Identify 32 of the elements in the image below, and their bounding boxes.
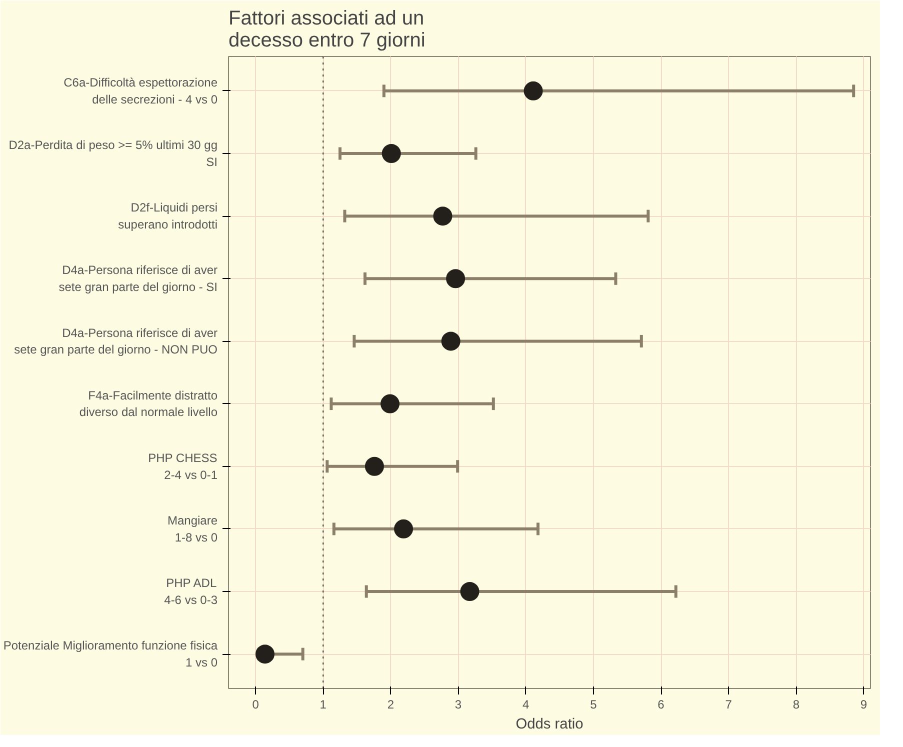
- chart-title: Fattori associati ad un decesso entro 7 giorni: [228, 8, 426, 52]
- point: [382, 144, 401, 163]
- x-tick-label: 5: [590, 698, 598, 712]
- x-tick-label: 8: [792, 698, 800, 712]
- x-tick-label: 4: [522, 698, 530, 712]
- x-axis-title: Odds ratio: [516, 716, 584, 732]
- y-tick-label: PHP CHESS 2-4 vs 0-1: [148, 450, 218, 482]
- y-tick-label: D2f-Liquidi persi superano introdotti: [118, 200, 218, 232]
- y-tick-label: Mangiare 1-8 vs 0: [167, 514, 218, 544]
- y-tick-label: C6a-Difficoltà espettorazione delle secrezioni - 4 vs 0: [64, 76, 218, 106]
- x-tick-label: 2: [387, 698, 394, 712]
- point: [524, 81, 543, 100]
- y-tick-label: D2a-Perdita di peso >= 5% ultimi 30 gg SI: [8, 138, 218, 169]
- x-tick-label: 0: [252, 698, 260, 712]
- point: [364, 456, 384, 476]
- point: [394, 519, 414, 538]
- point: [380, 394, 400, 414]
- y-tick-label: F4a-Facilmente distratto diverso dal normale livello: [79, 388, 218, 420]
- point: [255, 644, 274, 664]
- x-tick-label: 6: [658, 698, 665, 712]
- y-tick-label: Potenziale Miglioramento funzione fisica 1 vs 0: [3, 638, 218, 670]
- x-tick-label: 7: [725, 698, 732, 712]
- point: [433, 206, 452, 226]
- y-tick-label: D4a-Persona riferisce di aver sete gran parte del giorno - NON PUO: [14, 326, 218, 357]
- x-tick-label: 3: [454, 698, 462, 712]
- point: [446, 269, 466, 288]
- point: [460, 582, 480, 601]
- point: [441, 332, 460, 351]
- x-tick-label: 1: [320, 698, 327, 712]
- y-tick-label: PHP ADL 4-6 vs 0-3: [164, 576, 218, 607]
- x-tick-label: 9: [860, 698, 868, 712]
- y-tick-label: D4a-Persona riferisce di aver sete gran parte del giorno - SI: [58, 263, 218, 294]
